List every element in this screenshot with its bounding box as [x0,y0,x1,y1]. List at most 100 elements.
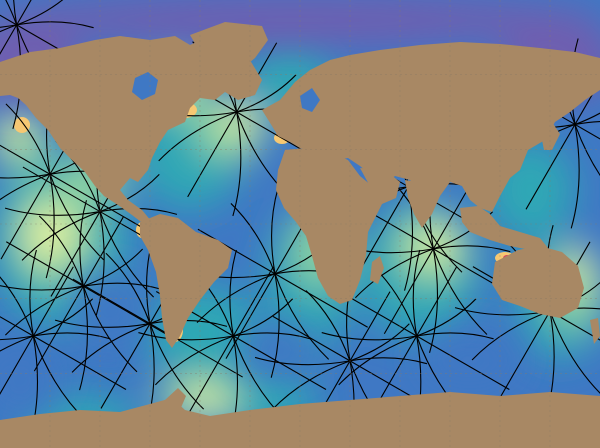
cotidal-line [349,291,391,362]
scandinavia-water [300,88,320,112]
arabia [360,168,400,204]
cotidal-line [33,298,94,337]
cotidal-line [16,0,32,26]
cotidal-line [32,266,74,337]
cotidal-line [272,315,351,362]
cotidal-line [99,173,160,213]
cotidal-line [0,173,51,179]
north-america [0,36,262,225]
cotidal-line [549,310,600,394]
cotidal-line [100,323,151,409]
new-zealand [590,318,600,344]
africa [276,148,386,304]
cotidal-line [429,248,439,353]
cotidal-line [33,285,84,372]
australia [492,246,584,318]
cotidal-line [0,14,17,26]
cotidal-line [574,112,600,125]
india [405,180,440,228]
cotidal-line [354,248,434,299]
cotidal-line [0,285,84,291]
cotidal-line [0,335,34,341]
cotidal-line [0,144,51,175]
cotidal-line [232,266,274,337]
cotidal-line [271,360,351,411]
cotidal-line [5,0,18,26]
cotidal-line [22,166,101,213]
cotidal-line [0,173,51,260]
cotidal-line [79,286,89,391]
cotidal-line [233,298,294,337]
cotidal-line [4,207,101,216]
cotidal-line [158,111,237,162]
cotidal-line [45,174,55,279]
cotidal-line [29,249,37,337]
cotidal-line [149,323,205,410]
cotidal-line [105,252,151,324]
cotidal-line [196,273,276,324]
southeast-asia-islands [460,206,548,250]
cotidal-line [197,228,276,275]
cotidal-line [570,124,580,229]
cotidal-line [525,124,576,210]
cotidal-line [229,249,237,337]
cotidal-line [0,335,34,395]
cotidal-line [236,74,297,113]
cotidal-line [416,332,494,340]
cotidal-line [50,211,101,297]
cotidal-line [274,273,330,360]
cotidal-line [0,316,34,337]
amphidromic-point-s-pacific-2 [54,237,243,428]
cotidal-line [225,273,276,359]
cotidal-line [83,248,144,287]
cotidal-line [500,310,551,397]
cotidal-line [270,273,280,378]
cotidal-line [83,282,161,290]
cotidal-line [416,298,477,337]
cotidal-line [274,273,368,328]
cotidal-line [233,335,327,390]
cotidal-line [412,249,421,337]
cotidal-line [416,335,510,390]
cotidal-line [16,21,94,29]
cotidal-line [254,356,351,366]
cotidal-line [349,357,428,365]
cotidal-line [271,187,279,274]
cotidal-line [574,121,600,125]
cotidal-line [233,332,311,340]
cotidal-line [95,211,105,316]
cotidal-line [0,276,34,337]
cotidal-line [4,285,84,336]
landmasses [0,22,600,448]
cotidal-line [149,319,228,327]
cotidal-line [187,111,238,198]
cotidal-line [5,103,51,175]
cotidal-line [82,286,138,373]
south-america [140,214,232,348]
cotidal-line [0,335,34,352]
cotidal-line [154,335,234,386]
cotidal-line [16,0,64,26]
madagascar [370,256,384,284]
cotidal-line [574,123,600,140]
cotidal-line [5,241,84,287]
amphidromic-point-s-pacific-3 [0,249,127,441]
cotidal-line [33,332,111,340]
cotidal-line [232,111,242,217]
cotidal-line [71,323,151,373]
greenland [190,22,268,80]
cotidal-line [0,24,17,28]
cotidal-line [79,200,87,287]
cotidal-line [13,0,18,25]
antarctic-peninsula [165,388,186,410]
cotidal-line [0,24,18,55]
europe-asia [262,42,600,212]
cotidal-line [305,290,351,362]
cotidal-line [54,319,151,328]
cotidal-line [72,278,151,325]
hudson-bay [132,72,158,100]
cotidal-line [138,332,234,341]
